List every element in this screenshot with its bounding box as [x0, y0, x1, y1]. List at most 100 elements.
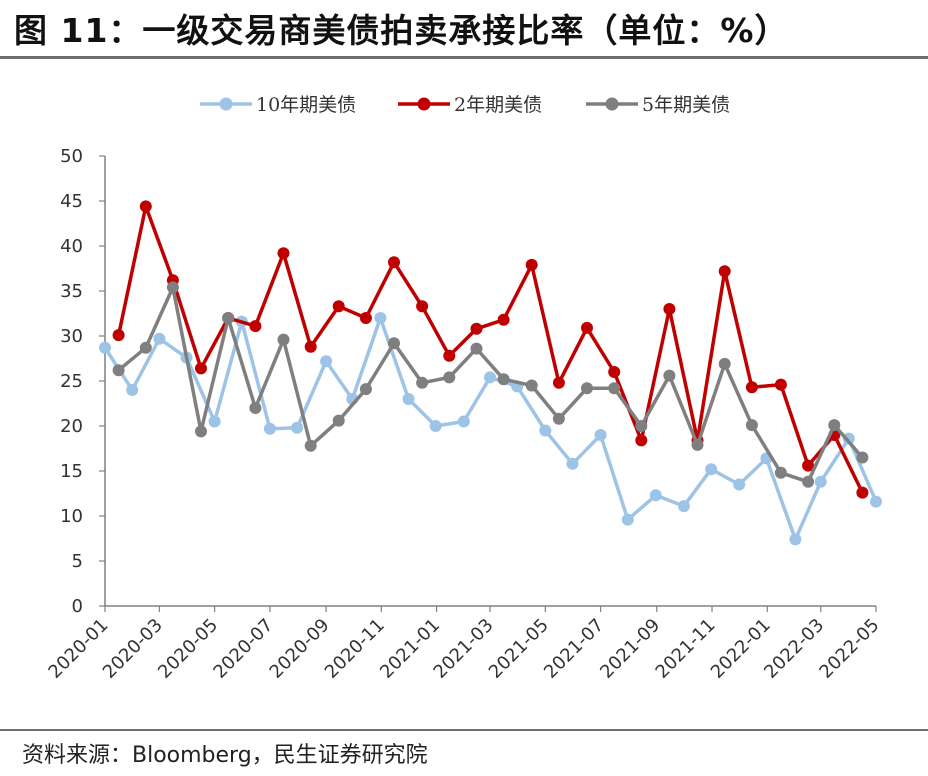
- data-point: [525, 258, 538, 271]
- data-point: [457, 415, 470, 428]
- data-point: [304, 340, 317, 353]
- data-point: [263, 422, 276, 435]
- data-point: [126, 384, 139, 396]
- line-chart: 10年期美债 2年期美债 5年期美债 0 5 10 15 20 25 30 35 40 45 50 202…: [44, 94, 883, 683]
- data-point: [733, 478, 746, 491]
- source-note: 资料来源：Bloomberg，民生证券研究院: [22, 743, 428, 768]
- data-point: [552, 412, 565, 425]
- x-tick-label: 2022-03: [760, 615, 828, 683]
- y-tick-label: 30: [60, 326, 83, 347]
- data-point: [166, 281, 179, 294]
- data-point: [745, 419, 758, 432]
- data-point: [594, 429, 607, 441]
- data-point: [402, 393, 415, 405]
- y-tick-label: 40: [60, 236, 83, 257]
- data-point: [677, 500, 690, 513]
- data-point: [470, 322, 483, 335]
- x-tick-label: 2020-07: [209, 615, 277, 683]
- data-point: [139, 341, 152, 354]
- data-point: [359, 312, 372, 324]
- series-2: [112, 200, 869, 499]
- data-point: [208, 415, 221, 428]
- legend-marker: [605, 97, 619, 111]
- data-point: [525, 379, 538, 392]
- data-point: [416, 300, 429, 313]
- data-point: [195, 362, 207, 375]
- y-tick-label: 5: [72, 551, 83, 572]
- data-point: [195, 425, 207, 438]
- data-point: [705, 463, 718, 476]
- series-line: [116, 204, 864, 494]
- y-tick-label: 25: [60, 371, 83, 392]
- y-tick-label: 45: [60, 191, 83, 212]
- data-point: [249, 320, 262, 333]
- legend-marker: [417, 97, 431, 111]
- legend-item: 5年期美债: [586, 94, 730, 116]
- data-point: [842, 432, 855, 445]
- data-point: [374, 312, 387, 324]
- data-point: [608, 366, 621, 378]
- data-point: [718, 265, 731, 278]
- data-point: [774, 466, 787, 479]
- data-point: [112, 364, 125, 377]
- data-point: [870, 495, 882, 508]
- y-tick-label: 15: [60, 461, 83, 482]
- legend-marker: [219, 97, 233, 111]
- data-point: [856, 486, 869, 499]
- data-point: [388, 256, 400, 269]
- x-tick-label: 2020-11: [321, 615, 389, 683]
- data-point: [663, 369, 676, 382]
- legend: 10年期美债 2年期美债 5年期美债: [200, 94, 730, 116]
- data-point: [99, 341, 111, 354]
- bottom-divider: [0, 729, 928, 731]
- data-point: [112, 329, 125, 342]
- data-point: [249, 402, 262, 414]
- data-point: [621, 513, 634, 526]
- data-point: [443, 371, 456, 384]
- data-point: [416, 376, 429, 389]
- data-point: [581, 321, 593, 334]
- data-point: [745, 381, 758, 394]
- data-point: [497, 373, 510, 386]
- x-tick-label: 2021-05: [485, 615, 553, 683]
- data-point: [635, 434, 648, 447]
- data-point: [774, 378, 787, 391]
- data-point: [635, 420, 648, 432]
- data-point: [814, 475, 827, 488]
- data-point: [359, 383, 372, 396]
- x-tick-label: 2020-05: [154, 615, 222, 683]
- legend-label: 10年期美债: [256, 94, 356, 116]
- series-line: [117, 285, 864, 484]
- y-tick-label: 50: [60, 146, 83, 167]
- x-tick-label: 2021-07: [540, 615, 608, 683]
- legend-item: 10年期美债: [200, 94, 356, 116]
- data-point: [304, 439, 317, 452]
- data-point: [443, 349, 456, 362]
- x-tick-label: 2021-11: [652, 615, 720, 683]
- x-tick-label: 2020-03: [99, 615, 167, 683]
- data-point: [828, 419, 841, 432]
- legend-label: 5年期美债: [642, 94, 730, 116]
- data-point: [320, 355, 333, 368]
- data-point: [470, 342, 483, 355]
- x-tick-label: 2021-09: [596, 615, 664, 683]
- data-point: [691, 438, 704, 451]
- y-tick-label: 20: [60, 416, 83, 437]
- x-tick-label: 2022-05: [815, 615, 883, 683]
- data-point: [802, 459, 815, 472]
- series-3: [112, 281, 869, 488]
- x-tick-label: 2020-09: [266, 615, 334, 683]
- data-point: [497, 313, 510, 326]
- data-point: [291, 421, 304, 434]
- data-point: [718, 357, 731, 370]
- data-point: [139, 200, 152, 213]
- data-point: [566, 457, 579, 470]
- data-point: [277, 333, 290, 346]
- series-layer: [99, 200, 882, 546]
- series-1: [99, 312, 882, 546]
- figure-title: 图 11：一级交易商美债拍卖承接比率（单位：%）: [14, 11, 789, 50]
- data-point: [539, 424, 552, 437]
- data-point: [608, 382, 621, 395]
- data-point: [789, 533, 802, 546]
- data-point: [332, 414, 345, 427]
